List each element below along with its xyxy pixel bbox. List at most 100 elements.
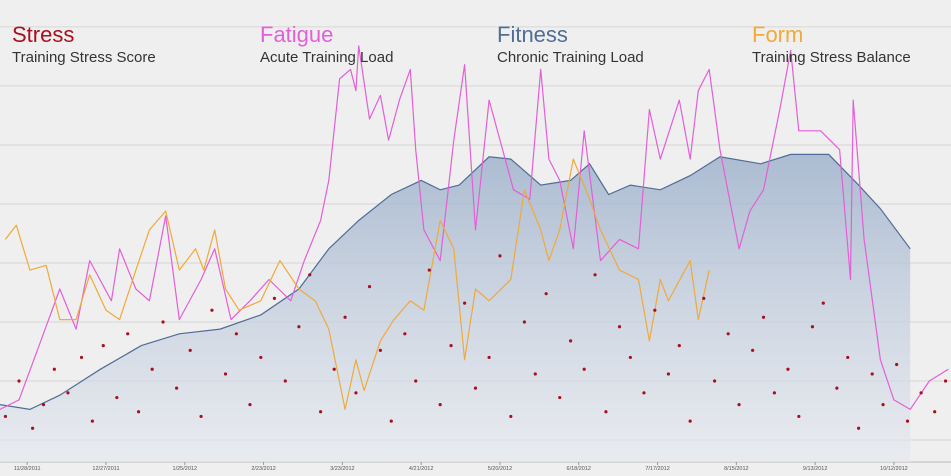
stress-dot xyxy=(870,372,874,376)
stress-dot xyxy=(569,339,573,343)
series-area xyxy=(0,154,911,462)
legend-subtitle: Acute Training Load xyxy=(260,49,393,66)
stress-dot xyxy=(582,367,586,371)
stress-dot xyxy=(761,315,766,319)
stress-dot xyxy=(248,403,252,407)
legend-title: Fatigue xyxy=(260,22,333,47)
stress-dot xyxy=(881,403,885,407)
stress-dot xyxy=(161,320,165,324)
stress-dot xyxy=(427,268,431,272)
legend-title: Fitness xyxy=(497,22,568,47)
stress-dot xyxy=(905,419,910,423)
x-tick-label: 9/13/2012 xyxy=(803,466,827,472)
stress-dot xyxy=(522,320,527,324)
stress-dot xyxy=(234,332,238,336)
stress-dot xyxy=(414,379,418,383)
stress-dot xyxy=(593,273,597,277)
stress-dot xyxy=(354,391,358,395)
stress-dot xyxy=(297,325,301,329)
x-tick-label: 4/21/2012 xyxy=(409,466,433,472)
stress-dot xyxy=(438,403,442,407)
stress-dot xyxy=(41,403,46,407)
stress-dot xyxy=(772,391,776,395)
stress-dot xyxy=(332,367,336,371)
series-line xyxy=(0,153,911,411)
stress-dot xyxy=(786,367,790,371)
stress-dot xyxy=(933,410,937,414)
stress-dot xyxy=(52,367,56,371)
stress-dot xyxy=(558,395,562,400)
stress-dot xyxy=(498,254,502,258)
stress-dot xyxy=(449,344,453,348)
stress-dot xyxy=(666,372,671,376)
stress-dot xyxy=(343,315,347,319)
stress-dot xyxy=(115,395,119,400)
stress-dot xyxy=(617,325,622,329)
stress-dot xyxy=(821,301,825,305)
stress-dot xyxy=(857,426,861,430)
x-tick-label: 1/25/2012 xyxy=(173,466,197,472)
stress-dot xyxy=(487,355,491,360)
legend-title: Stress xyxy=(12,22,74,47)
stress-dot xyxy=(367,284,372,289)
stress-dot xyxy=(810,325,815,329)
stress-dot xyxy=(653,308,657,312)
stress-dot xyxy=(308,273,312,277)
stress-dot xyxy=(835,386,839,390)
x-tick-label: 3/23/2012 xyxy=(330,466,354,472)
stress-dot xyxy=(751,348,755,352)
stress-dot xyxy=(210,308,214,312)
stress-dot xyxy=(544,292,548,296)
stress-dot xyxy=(136,410,141,414)
stress-dot xyxy=(943,379,948,383)
stress-dot xyxy=(199,414,203,419)
stress-dot xyxy=(846,355,850,360)
stress-dot xyxy=(702,296,706,300)
stress-dot xyxy=(688,419,692,423)
x-tick-label: 6/18/2012 xyxy=(567,466,591,472)
stress-dot xyxy=(101,344,105,348)
stress-dot xyxy=(319,410,323,414)
stress-dot xyxy=(473,386,478,390)
x-tick-label: 12/27/2011 xyxy=(92,466,119,472)
stress-dot xyxy=(126,332,130,336)
stress-dot xyxy=(223,372,228,376)
stress-dot xyxy=(17,379,21,383)
stress-dot xyxy=(737,403,741,407)
stress-dot xyxy=(713,379,717,383)
stress-dot xyxy=(283,379,287,383)
series-line xyxy=(0,45,949,410)
stress-dot xyxy=(403,332,407,336)
legend-subtitle: Training Stress Balance xyxy=(752,49,911,66)
stress-dot xyxy=(259,355,263,360)
stress-dot xyxy=(66,391,70,395)
stress-dot xyxy=(509,414,513,419)
x-tick-label: 11/28/2011 xyxy=(14,466,41,472)
stress-dot xyxy=(378,348,382,352)
stress-dot xyxy=(150,367,154,371)
stress-dot xyxy=(677,344,681,348)
stress-dot xyxy=(642,391,646,395)
stress-dot xyxy=(628,355,632,360)
x-tick-label: 8/15/2012 xyxy=(724,466,748,472)
stress-dot xyxy=(533,372,537,376)
x-tick-label: 2/23/2012 xyxy=(251,466,275,472)
stress-dot xyxy=(463,301,467,305)
series-line xyxy=(4,158,710,410)
stress-dot xyxy=(31,426,35,430)
stress-dot xyxy=(188,348,192,352)
stress-dot xyxy=(604,410,608,414)
stress-dot xyxy=(90,419,94,423)
stress-dot xyxy=(389,419,393,423)
stress-dot xyxy=(919,391,923,395)
legend-title: Form xyxy=(752,22,803,47)
x-tick-label: 5/20/2012 xyxy=(488,466,512,472)
stress-dot xyxy=(726,332,730,336)
stress-dot xyxy=(797,414,801,419)
x-tick-label: 7/17/2012 xyxy=(645,466,669,472)
stress-dot xyxy=(272,296,277,300)
legend-subtitle: Training Stress Score xyxy=(12,49,156,66)
legend-subtitle: Chronic Training Load xyxy=(497,49,644,66)
